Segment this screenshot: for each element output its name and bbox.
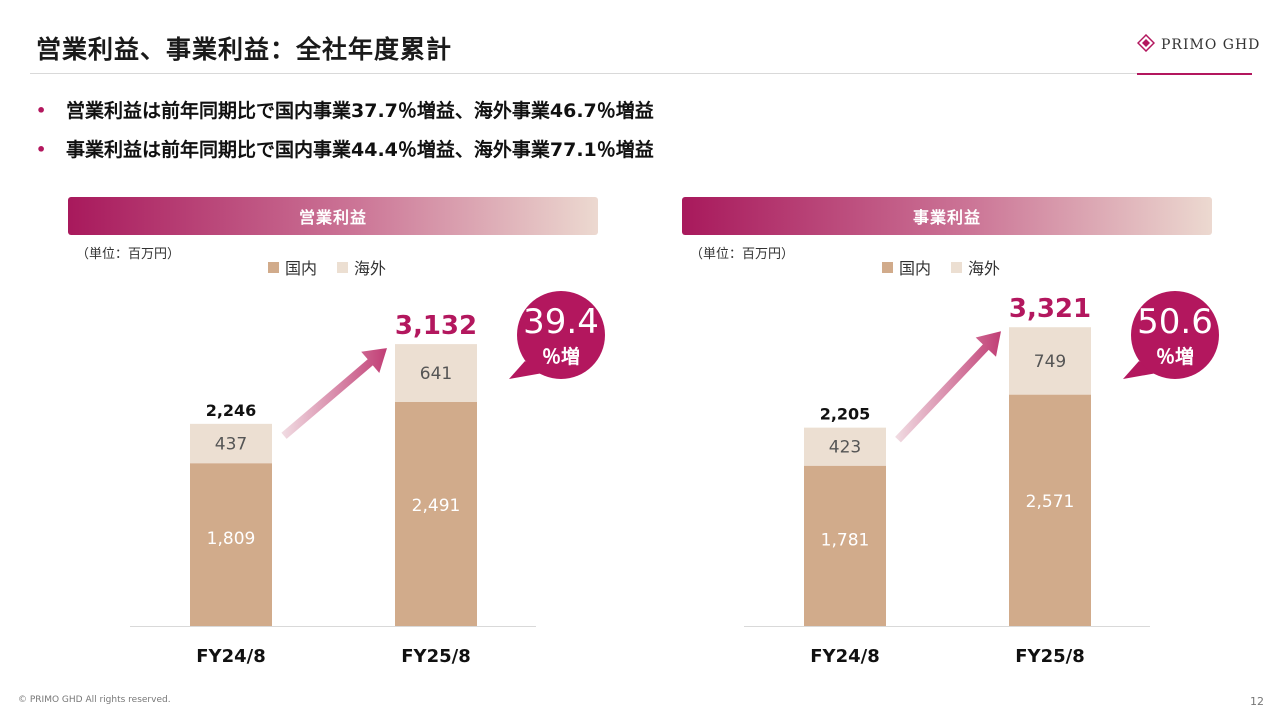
legend-swatch-overseas <box>337 261 349 273</box>
category-label: FY25/8 <box>401 646 470 667</box>
growth-arrow <box>895 331 1001 443</box>
chart-title-banner: 事業利益 <box>682 197 1212 235</box>
bar-overseas <box>1009 327 1091 395</box>
operating-profit-panel: 営業利益 （単位：百万円） 国内 海外 1,809 437 2,246 FY24/8 2… <box>68 197 605 667</box>
legend-label-domestic: 国内 <box>285 259 318 278</box>
growth-value: 50.6 <box>1137 302 1213 342</box>
summary-bullets: • 営業利益は前年同期比で国内事業37.7％増益、海外事業46.7％増益 • 事業利… <box>36 98 654 176</box>
data-label-domestic: 2,571 <box>1026 492 1075 512</box>
page-title: 営業利益、事業利益：全社年度累計 <box>36 35 453 64</box>
bullet-marker: • <box>36 101 47 120</box>
data-label-overseas: 749 <box>1034 352 1066 372</box>
total-label: 3,321 <box>1009 294 1091 324</box>
bar-overseas <box>804 427 886 466</box>
bar-domestic <box>190 463 272 626</box>
badge-tail <box>1123 361 1157 379</box>
growth-badge: 50.6 ％増 <box>1123 291 1219 379</box>
total-label: 3,132 <box>395 311 477 341</box>
badge-circle <box>1131 291 1219 379</box>
business-profit-chart: 1,781 423 2,205 FY24/8 2,571 749 3,321 FY25/8 50… <box>744 291 1219 667</box>
legend-label-overseas: 海外 <box>968 259 1001 278</box>
growth-suffix: ％増 <box>1156 345 1194 368</box>
page-number: 12 <box>1250 695 1264 708</box>
operating-profit-chart: 1,809 437 2,246 FY24/8 2,491 641 3,132 FY25/8 39… <box>130 291 605 667</box>
business-profit-panel: 事業利益 （単位：百万円） 国内 海外 1,781 423 2,205 FY24/8 2… <box>682 197 1219 667</box>
legend-item-overseas: 海外 <box>951 255 1000 279</box>
bullet-marker: • <box>36 140 47 159</box>
unit-label: （単位：百万円） <box>690 247 795 262</box>
badge-tail <box>509 361 543 379</box>
bar-domestic <box>1009 394 1091 626</box>
legend-swatch-domestic <box>268 261 279 273</box>
growth-badge: 39.4 ％増 <box>509 291 605 379</box>
bullet-text: 営業利益は前年同期比で国内事業37.7％増益、海外事業46.7％増益 <box>66 100 654 122</box>
legend-item-overseas: 海外 <box>337 255 386 279</box>
total-label: 2,205 <box>820 405 871 424</box>
brand-logo: PRIMO GHD <box>1136 33 1261 56</box>
category-label: FY24/8 <box>810 646 879 667</box>
growth-value: 39.4 <box>523 302 599 342</box>
bullet-text: 事業利益は前年同期比で国内事業44.4％増益、海外事業77.1％増益 <box>66 139 654 161</box>
legend-swatch-domestic <box>882 261 893 273</box>
bar-domestic <box>395 401 477 626</box>
chart-title-banner: 営業利益 <box>68 197 598 235</box>
unit-label: （単位：百万円） <box>76 247 181 262</box>
legend-item-domestic: 国内 <box>882 255 931 279</box>
legend-swatch-overseas <box>951 261 963 273</box>
chart-legend: 国内 海外 <box>268 255 386 279</box>
bullet-item-business-profit: • 事業利益は前年同期比で国内事業44.4％増益、海外事業77.1％増益 <box>36 137 654 176</box>
bar-overseas <box>395 344 477 402</box>
data-label-domestic: 1,809 <box>207 529 256 549</box>
bar-overseas <box>190 423 272 464</box>
title-divider <box>30 73 1252 74</box>
category-label: FY24/8 <box>196 646 265 667</box>
legend-label-domestic: 国内 <box>899 259 932 278</box>
data-label-overseas: 423 <box>829 438 861 458</box>
category-label: FY25/8 <box>1015 646 1084 667</box>
bar-domestic <box>804 465 886 626</box>
logo-text: PRIMO GHD <box>1161 37 1261 53</box>
legend-item-domestic: 国内 <box>268 255 317 279</box>
badge-circle <box>517 291 605 379</box>
bullet-item-operating-profit: • 営業利益は前年同期比で国内事業37.7％増益、海外事業46.7％増益 <box>36 98 654 137</box>
data-label-overseas: 437 <box>215 435 247 455</box>
data-label-domestic: 1,781 <box>821 530 870 550</box>
diamond-logo-icon <box>1136 33 1156 56</box>
chart-legend: 国内 海外 <box>882 255 1000 279</box>
legend-label-overseas: 海外 <box>354 259 387 278</box>
logo-underline <box>1137 73 1252 75</box>
data-label-domestic: 2,491 <box>412 496 461 516</box>
copyright: © PRIMO GHD All rights reserved. <box>18 695 171 705</box>
growth-suffix: ％増 <box>542 345 580 368</box>
total-label: 2,246 <box>206 401 257 420</box>
growth-arrow <box>281 348 387 439</box>
data-label-overseas: 641 <box>420 364 452 384</box>
